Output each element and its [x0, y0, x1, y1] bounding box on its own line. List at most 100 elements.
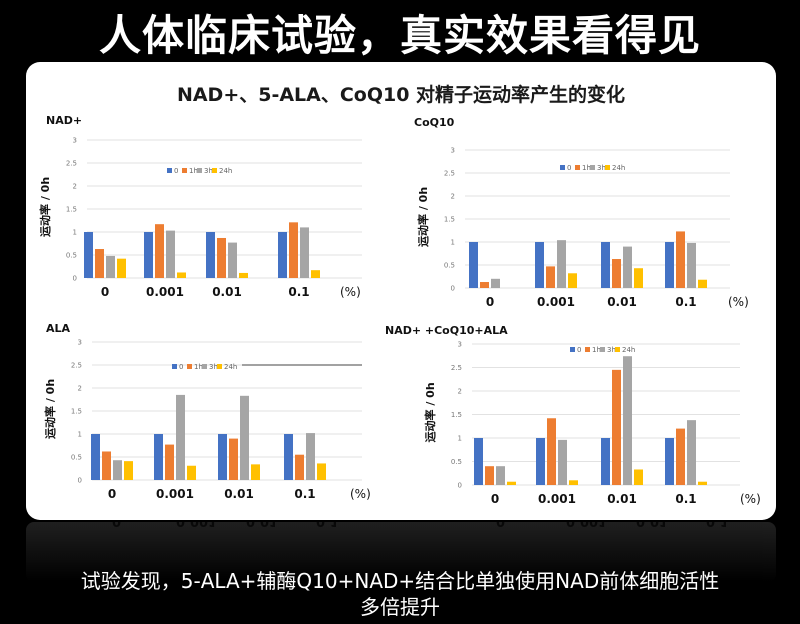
bar-0-0	[84, 232, 93, 278]
bar-0-0.001	[535, 242, 544, 288]
legend-swatch	[172, 364, 177, 369]
x-tick-label: 0.1	[288, 285, 309, 299]
panel-title: NAD+ +CoQ10+ALA	[385, 324, 508, 337]
legend-swatch	[212, 168, 217, 173]
legend-label: 3h	[607, 346, 616, 354]
x-tick-label: 0.01	[607, 492, 637, 506]
y-axis-label: 运动率 / 0h	[38, 177, 52, 237]
bar-24h-0.01	[251, 464, 260, 480]
bar-24h-0.1	[317, 463, 326, 480]
x-tick-label: 0	[101, 285, 109, 299]
bar-3h-0.1	[306, 433, 315, 480]
legend-swatch	[590, 165, 595, 170]
legend-label: 24h	[224, 363, 237, 371]
legend-swatch	[197, 168, 202, 173]
card-reflection: 0 0.001 0.01 0.1 0 0.001 0.01 0.1	[26, 522, 776, 582]
bar-24h-0.1	[311, 270, 320, 278]
legend-swatch	[202, 364, 207, 369]
card-title: NAD+、5-ALA、CoQ10 对精子运动率产生的变化	[176, 84, 626, 106]
legend-label: 0	[577, 346, 581, 354]
bar-1h-0.1	[289, 222, 298, 278]
bar-1h-0	[95, 249, 104, 278]
bar-24h-0.1	[698, 279, 707, 288]
bar-3h-0.01	[240, 395, 249, 480]
legend-label: 24h	[622, 346, 635, 354]
bar-3h-0.001	[176, 394, 185, 480]
legend-label: 1h	[189, 167, 198, 175]
y-tick-label: 0.5	[444, 262, 455, 270]
y-tick-label: 0	[78, 477, 82, 485]
legend-swatch	[217, 364, 222, 369]
bar-0-0.1	[278, 232, 287, 278]
y-tick-label: 3	[458, 341, 462, 349]
x-tick-label: 0.001	[146, 285, 184, 299]
y-tick-label: 0	[73, 275, 77, 283]
bar-0-0.01	[218, 434, 227, 480]
bar-0-0	[91, 434, 100, 480]
bar-3h-0.1	[300, 227, 309, 278]
y-tick-label: 1.5	[71, 408, 82, 416]
legend-label: 1h	[194, 363, 203, 371]
legend-swatch	[575, 165, 580, 170]
panel-title: NAD+	[46, 114, 82, 127]
bar-24h-0.001	[568, 273, 577, 288]
bar-24h-0.001	[569, 480, 578, 485]
bar-0-0.01	[206, 232, 215, 278]
y-tick-label: 2.5	[71, 362, 82, 370]
bar-0-0.1	[284, 434, 293, 480]
legend-swatch	[600, 347, 605, 352]
bar-1h-0.1	[676, 428, 685, 485]
chart-nad: NAD+ 运动率 / 0h 0 0.5 1 1.5 2 2.5 3 0 0.001 0.01 0.1 (%…	[38, 114, 362, 299]
y-tick-label: 2	[78, 385, 82, 393]
bar-1h-0.01	[217, 237, 226, 278]
bar-1h-0.001	[165, 444, 174, 480]
x-tick-label: 0.1	[294, 487, 315, 501]
legend-label: 3h	[209, 363, 218, 371]
y-tick-label: 1	[451, 239, 455, 247]
bar-1h-0	[485, 466, 494, 485]
y-tick-label: 2	[458, 388, 462, 396]
x-tick-label: 0	[108, 487, 116, 501]
y-tick-label: 2.5	[444, 170, 455, 178]
bar-1h-0.01	[229, 438, 238, 480]
bar-24h-0.01	[634, 469, 643, 485]
bar-24h-0.001	[177, 272, 186, 278]
chart-combo: NAD+ +CoQ10+ALA 运动率 / 0h 0 0.5 1 1.5 2 2.5 3 0 0.0…	[385, 324, 761, 506]
bar-1h-0.001	[547, 418, 556, 485]
bar-3h-0.1	[687, 420, 696, 485]
x-tick-label: 0.01	[607, 295, 637, 309]
y-tick-label: 0.5	[66, 252, 77, 260]
bar-24h-0	[117, 258, 126, 278]
legend-label: 1h	[582, 164, 591, 172]
legend-label: 0	[567, 164, 571, 172]
panel-title: ALA	[46, 322, 71, 335]
x-tick-label: 0.001	[537, 295, 575, 309]
bar-3h-0.001	[558, 439, 567, 485]
x-axis-unit: (%)	[340, 285, 361, 299]
bar-1h-0	[102, 451, 111, 480]
legend-label: 24h	[219, 167, 232, 175]
y-tick-label: 1.5	[66, 206, 77, 214]
bar-24h-0.001	[187, 465, 196, 480]
bar-0-0.1	[665, 242, 674, 288]
bar-1h-0.001	[155, 224, 164, 278]
x-tick-label: 0.01	[212, 285, 242, 299]
bar-0-0.001	[154, 434, 163, 480]
headline: 人体临床试验，真实效果看得见	[98, 11, 701, 60]
legend-swatch	[560, 165, 565, 170]
legend-swatch	[605, 165, 610, 170]
y-tick-label: 0.5	[71, 454, 82, 462]
bar-3h-0.01	[623, 246, 632, 288]
bar-3h-0	[496, 466, 505, 485]
y-tick-label: 1	[73, 229, 77, 237]
bar-1h-0.001	[546, 266, 555, 288]
bar-3h-0	[113, 460, 122, 480]
y-tick-label: 1	[458, 435, 462, 443]
y-tick-label: 0	[451, 285, 455, 293]
bar-1h-0.1	[676, 231, 685, 288]
bar-3h-0.01	[623, 356, 632, 485]
bar-24h-0.01	[239, 272, 248, 278]
x-tick-label: 0.001	[538, 492, 576, 506]
y-tick-label: 1.5	[444, 216, 455, 224]
bar-0-0	[469, 242, 478, 288]
